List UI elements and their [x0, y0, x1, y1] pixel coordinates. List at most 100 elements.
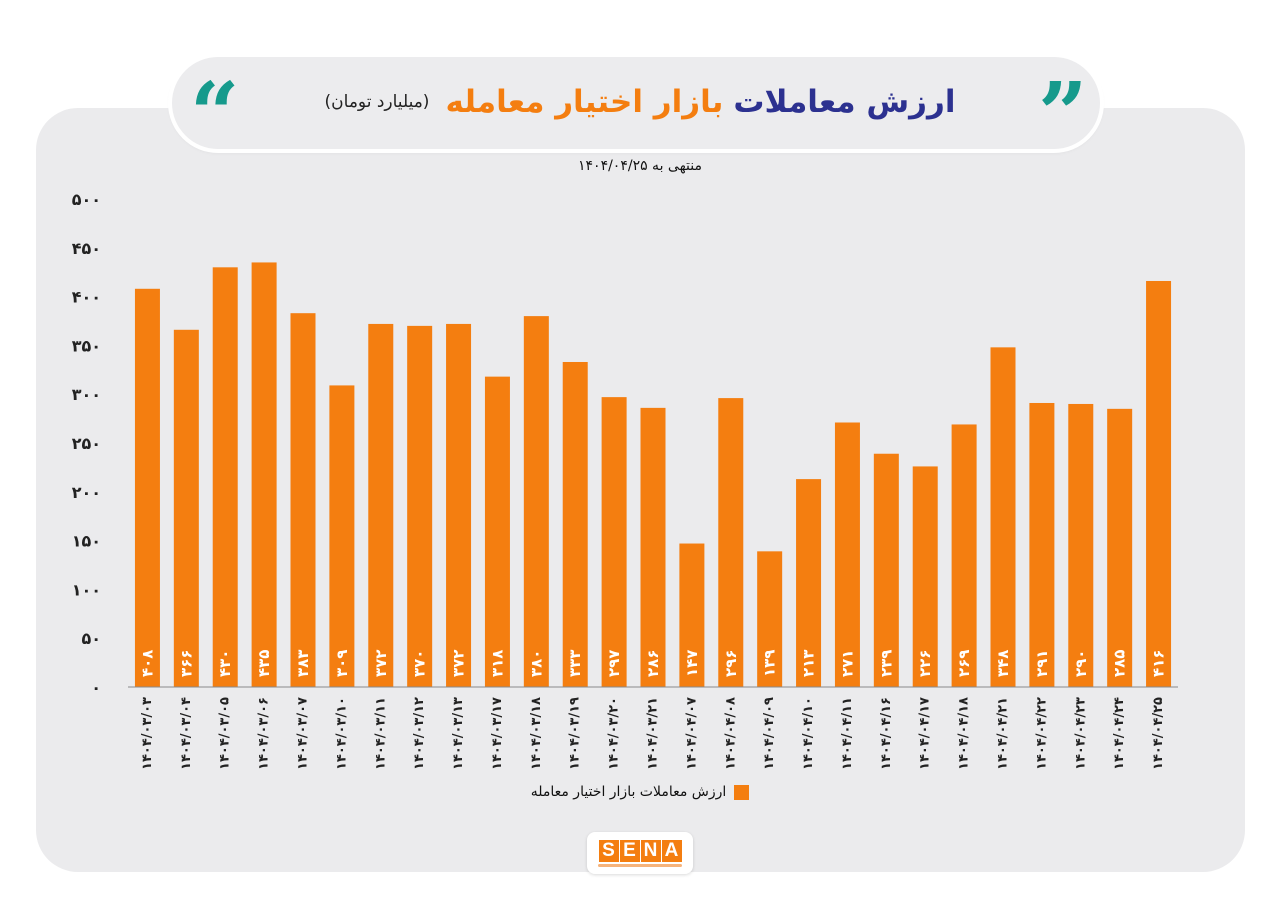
- bar: [1029, 402, 1055, 687]
- x-tick-label: ۱۴۰۴/۰۴/۰۷: [684, 697, 699, 770]
- bar: [1146, 280, 1172, 687]
- x-tick-label: ۱۴۰۴/۰۴/۱۱: [840, 697, 855, 770]
- sena-logo-letter: N: [640, 839, 661, 862]
- data-label: ۳۸۰: [527, 650, 545, 677]
- x-tick-label: ۱۴۰۴/۰۴/۰۸: [723, 697, 738, 770]
- data-label: ۳۴۸: [994, 650, 1012, 677]
- x-tick-label: ۱۴۰۴/۰۳/۱۷: [490, 697, 505, 770]
- title-pill: [172, 57, 1100, 149]
- data-label: ۲۹۰: [1072, 650, 1090, 677]
- bar: [1107, 408, 1133, 687]
- y-tick-label: ۵۰: [81, 629, 101, 648]
- open-quote-icon: “: [190, 72, 240, 132]
- y-tick-label: ۲۵۰: [72, 434, 101, 453]
- bar: [951, 424, 977, 687]
- x-tick-label: ۱۴۰۴/۰۴/۱۶: [879, 697, 894, 770]
- x-tick-label: ۱۴۰۴/۰۴/۲۴: [1112, 697, 1127, 770]
- data-label: ۴۳۵: [255, 650, 273, 677]
- x-tick-label: ۱۴۰۴/۰۴/۱۸: [957, 697, 972, 770]
- data-label: ۲۹۱: [1033, 650, 1051, 677]
- sena-logo-tagline: [598, 863, 682, 867]
- x-tick-label: ۱۴۰۴/۰۳/۱۳: [451, 697, 466, 770]
- bar: [912, 466, 938, 687]
- data-label: ۴۳۰: [216, 650, 234, 677]
- x-tick-label: ۱۴۰۴/۰۳/۱۲: [412, 697, 427, 770]
- data-label: ۲۸۶: [644, 650, 662, 677]
- bar: [679, 543, 705, 687]
- sena-logo-letter: E: [619, 839, 640, 862]
- sena-logo-letters: S E N A: [598, 839, 682, 862]
- data-label: ۴۱۶: [1150, 650, 1168, 677]
- bar: [834, 422, 860, 687]
- bar: [484, 376, 510, 687]
- y-tick-label: ۴۰۰: [72, 288, 101, 307]
- bar: [212, 267, 238, 687]
- y-tick-label: ۴۵۰: [72, 239, 101, 258]
- data-label: ۴۰۸: [138, 650, 156, 677]
- data-label: ۲۱۳: [800, 650, 818, 677]
- x-tick-label: ۱۴۰۴/۰۳/۲۱: [646, 697, 661, 770]
- x-tick-label: ۱۴۰۴/۰۳/۱۹: [568, 697, 583, 770]
- data-label: ۳۷۰: [411, 650, 429, 677]
- x-tick-label: ۱۴۰۴/۰۴/۲۳: [1073, 697, 1088, 770]
- data-label: ۲۲۶: [916, 650, 934, 677]
- bar: [173, 329, 199, 687]
- bar: [368, 323, 394, 687]
- bar: [718, 398, 744, 687]
- legend-swatch: [734, 784, 750, 800]
- x-tick-label: ۱۴۰۴/۰۳/۰۳: [140, 697, 155, 770]
- title-unit: (میلیارد تومان): [324, 92, 430, 112]
- bar: [796, 479, 822, 687]
- data-label: ۳۳۳: [566, 650, 584, 677]
- y-tick-label: ۳۰۰: [72, 385, 101, 404]
- data-label: ۳۱۸: [488, 650, 506, 677]
- sena-logo: S E N A: [587, 832, 693, 874]
- bar: [757, 551, 783, 687]
- x-tick-label: ۱۴۰۴/۰۳/۱۸: [529, 697, 544, 770]
- data-label: ۳۸۳: [294, 650, 312, 677]
- bar: [1068, 403, 1094, 687]
- bar: [990, 347, 1016, 687]
- data-label: ۳۷۲: [372, 650, 390, 677]
- y-tick-label: ۱۰۰: [72, 580, 101, 599]
- data-label: ۲۸۵: [1111, 650, 1129, 677]
- data-label: ۲۷۱: [838, 650, 856, 677]
- y-tick-label: ۵۰۰: [72, 190, 101, 209]
- bar: [446, 323, 472, 687]
- title-part-accent: بازار اختیار معامله: [445, 84, 724, 120]
- sena-logo-letter: A: [661, 839, 682, 862]
- x-tick-label: ۱۴۰۴/۰۳/۱۱: [373, 697, 388, 770]
- bar: [407, 325, 433, 687]
- x-tick-label: ۱۴۰۴/۰۴/۰۹: [762, 697, 777, 770]
- x-tick-label: ۱۴۰۴/۰۳/۱۰: [334, 697, 349, 770]
- chart-legend: ارزش معاملات بازار اختیار معامله: [440, 784, 840, 800]
- data-label: ۲۹۶: [722, 650, 740, 677]
- data-label: ۲۳۹: [877, 650, 895, 677]
- data-label: ۳۷۲: [450, 650, 468, 677]
- y-tick-label: ۰: [91, 678, 101, 697]
- data-label: ۳۰۹: [333, 650, 351, 677]
- chart-subtitle: منتهی به ۱۴۰۴/۰۴/۲۵: [578, 158, 702, 174]
- x-tick-label: ۱۴۰۴/۰۳/۰۵: [218, 697, 233, 770]
- x-tick-label: ۱۴۰۴/۰۴/۱۰: [801, 697, 816, 770]
- x-tick-label: ۱۴۰۴/۰۴/۱۷: [918, 697, 933, 770]
- x-tick-label: ۱۴۰۴/۰۳/۲۰: [607, 697, 622, 770]
- bar: [290, 313, 316, 687]
- bar: [329, 385, 355, 687]
- chart-title: ارزش معاملات بازار اختیار معامله (میلیار…: [260, 76, 1020, 128]
- sena-logo-letter: S: [598, 839, 619, 862]
- y-tick-label: ۱۵۰: [72, 532, 101, 551]
- x-tick-label: ۱۴۰۴/۰۴/۲۲: [1034, 697, 1049, 770]
- data-label: ۱۴۷: [683, 650, 701, 677]
- legend-label: ارزش معاملات بازار اختیار معامله: [530, 784, 727, 800]
- bar: [134, 288, 160, 687]
- close-quote-icon: ”: [1038, 72, 1088, 132]
- y-tick-label: ۳۵۰: [72, 336, 101, 355]
- data-label: ۲۹۷: [605, 650, 623, 677]
- bar: [640, 407, 666, 687]
- x-tick-label: ۱۴۰۴/۰۳/۰۶: [257, 697, 272, 770]
- bar: [523, 316, 549, 687]
- bar: [562, 361, 588, 687]
- y-tick-label: ۲۰۰: [72, 483, 101, 502]
